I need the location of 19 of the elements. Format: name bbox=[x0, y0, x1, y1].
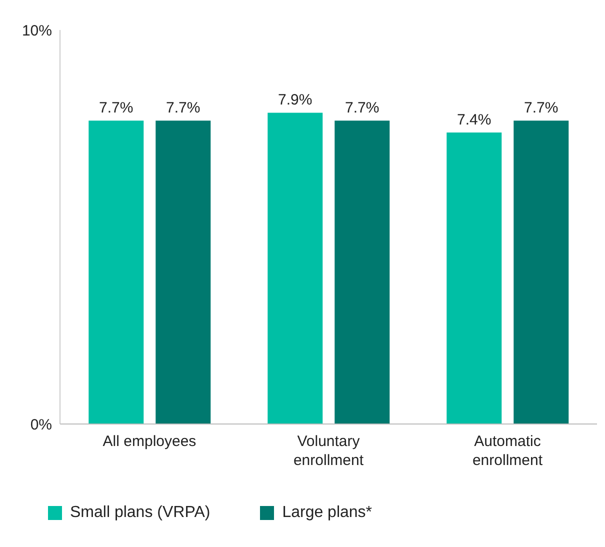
x-tick-label: Voluntary enrollment bbox=[293, 433, 364, 469]
bar bbox=[156, 120, 211, 424]
bar bbox=[334, 120, 390, 424]
bar bbox=[268, 112, 323, 424]
x-tick-label: Automatic enrollment bbox=[472, 433, 544, 469]
bar bbox=[446, 132, 502, 424]
data-label: 7.7% bbox=[345, 100, 380, 117]
legend-label: Large plans* bbox=[282, 504, 372, 521]
y-tick-label: 0% bbox=[30, 416, 52, 434]
bar bbox=[88, 120, 144, 424]
data-label: 7.4% bbox=[457, 111, 492, 128]
data-label: 7.7% bbox=[524, 100, 558, 117]
data-label: 7.9% bbox=[278, 92, 312, 109]
x-tick-label: All employees bbox=[102, 433, 196, 450]
bar bbox=[514, 120, 569, 424]
data-label: 7.7% bbox=[99, 100, 134, 117]
data-label: 7.7% bbox=[166, 100, 200, 117]
y-tick-label: 10% bbox=[22, 22, 52, 40]
legend-label: Small plans (VRPA) bbox=[70, 504, 210, 521]
